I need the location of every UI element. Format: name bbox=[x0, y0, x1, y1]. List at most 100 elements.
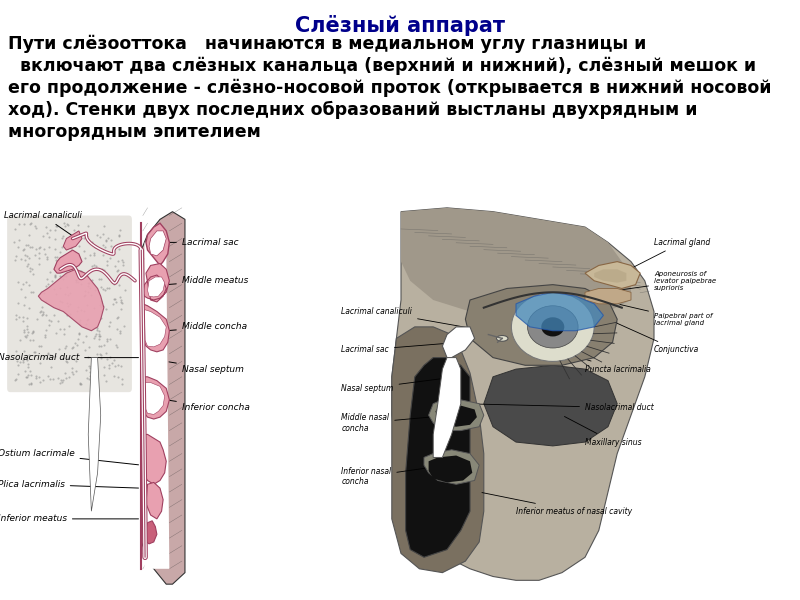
Point bbox=[98, 285, 111, 295]
Point bbox=[107, 371, 120, 381]
Point bbox=[42, 280, 54, 289]
Point bbox=[60, 357, 73, 367]
Point bbox=[80, 373, 93, 383]
Point bbox=[82, 314, 94, 323]
Point bbox=[47, 310, 60, 320]
Point bbox=[81, 301, 94, 310]
Point bbox=[114, 305, 127, 314]
Point bbox=[104, 235, 117, 245]
Text: Inferior nasal
concha: Inferior nasal concha bbox=[341, 466, 444, 487]
Point bbox=[66, 343, 78, 352]
Point bbox=[87, 333, 100, 343]
Point bbox=[71, 302, 84, 312]
Point bbox=[116, 257, 129, 266]
Point bbox=[111, 275, 124, 284]
Point bbox=[10, 374, 22, 383]
Polygon shape bbox=[38, 269, 104, 331]
Point bbox=[34, 307, 47, 317]
Point bbox=[20, 322, 33, 331]
Point bbox=[42, 242, 55, 252]
Point bbox=[24, 379, 37, 388]
Point bbox=[106, 358, 118, 368]
Point bbox=[12, 369, 25, 379]
Point bbox=[29, 250, 42, 260]
Point bbox=[50, 255, 63, 265]
Point bbox=[24, 266, 37, 276]
Point bbox=[82, 374, 95, 384]
Point bbox=[70, 341, 83, 350]
Point bbox=[59, 269, 72, 279]
Point bbox=[58, 324, 70, 334]
Polygon shape bbox=[146, 223, 170, 265]
Polygon shape bbox=[146, 482, 163, 519]
Point bbox=[82, 278, 95, 287]
Point bbox=[20, 372, 33, 382]
Point bbox=[35, 307, 48, 316]
Point bbox=[24, 370, 37, 380]
Point bbox=[107, 294, 120, 304]
Point bbox=[88, 260, 101, 269]
Point bbox=[84, 371, 97, 380]
Point bbox=[79, 331, 92, 341]
Point bbox=[50, 329, 62, 338]
Point bbox=[21, 324, 34, 334]
Point bbox=[58, 271, 70, 281]
Point bbox=[39, 250, 52, 259]
Point bbox=[48, 284, 61, 294]
Text: Middle nasal
concha: Middle nasal concha bbox=[341, 413, 449, 433]
Point bbox=[18, 346, 30, 356]
Point bbox=[69, 267, 82, 277]
Point bbox=[19, 373, 32, 382]
Polygon shape bbox=[142, 304, 170, 352]
Point bbox=[114, 226, 126, 235]
Point bbox=[8, 375, 21, 385]
Point bbox=[74, 379, 87, 389]
Point bbox=[82, 352, 94, 361]
Polygon shape bbox=[149, 231, 166, 256]
Polygon shape bbox=[392, 208, 654, 580]
Point bbox=[33, 372, 46, 382]
Point bbox=[114, 328, 126, 338]
Point bbox=[48, 253, 61, 262]
Point bbox=[21, 262, 34, 271]
Point bbox=[82, 221, 94, 230]
Point bbox=[30, 244, 42, 253]
Point bbox=[62, 372, 75, 382]
Point bbox=[85, 275, 98, 285]
Polygon shape bbox=[429, 400, 484, 431]
Text: Plica lacrimalis: Plica lacrimalis bbox=[0, 480, 138, 489]
Point bbox=[53, 344, 66, 354]
Point bbox=[23, 242, 36, 251]
Point bbox=[95, 298, 108, 307]
Point bbox=[33, 244, 46, 253]
Point bbox=[114, 293, 126, 302]
Point bbox=[97, 251, 110, 260]
Point bbox=[18, 327, 31, 337]
Point bbox=[74, 378, 86, 388]
Point bbox=[22, 379, 35, 389]
Point bbox=[34, 377, 46, 386]
Point bbox=[54, 296, 66, 306]
Point bbox=[13, 235, 26, 245]
Point bbox=[101, 355, 114, 364]
Point bbox=[56, 353, 69, 363]
Point bbox=[86, 261, 98, 271]
Point bbox=[23, 366, 36, 376]
Text: Palpebral part of
lacrimal gland: Palpebral part of lacrimal gland bbox=[620, 304, 713, 326]
Point bbox=[117, 260, 130, 269]
Point bbox=[95, 265, 108, 274]
Point bbox=[23, 219, 36, 229]
Point bbox=[55, 377, 68, 387]
Point bbox=[98, 340, 110, 350]
Polygon shape bbox=[142, 434, 166, 484]
Point bbox=[72, 274, 85, 284]
Point bbox=[26, 329, 38, 338]
Point bbox=[82, 278, 94, 287]
Point bbox=[59, 343, 72, 353]
Point bbox=[116, 379, 129, 388]
Point bbox=[18, 331, 31, 341]
Point bbox=[28, 347, 41, 357]
Point bbox=[36, 302, 49, 311]
Point bbox=[40, 274, 53, 284]
Point bbox=[18, 255, 31, 265]
